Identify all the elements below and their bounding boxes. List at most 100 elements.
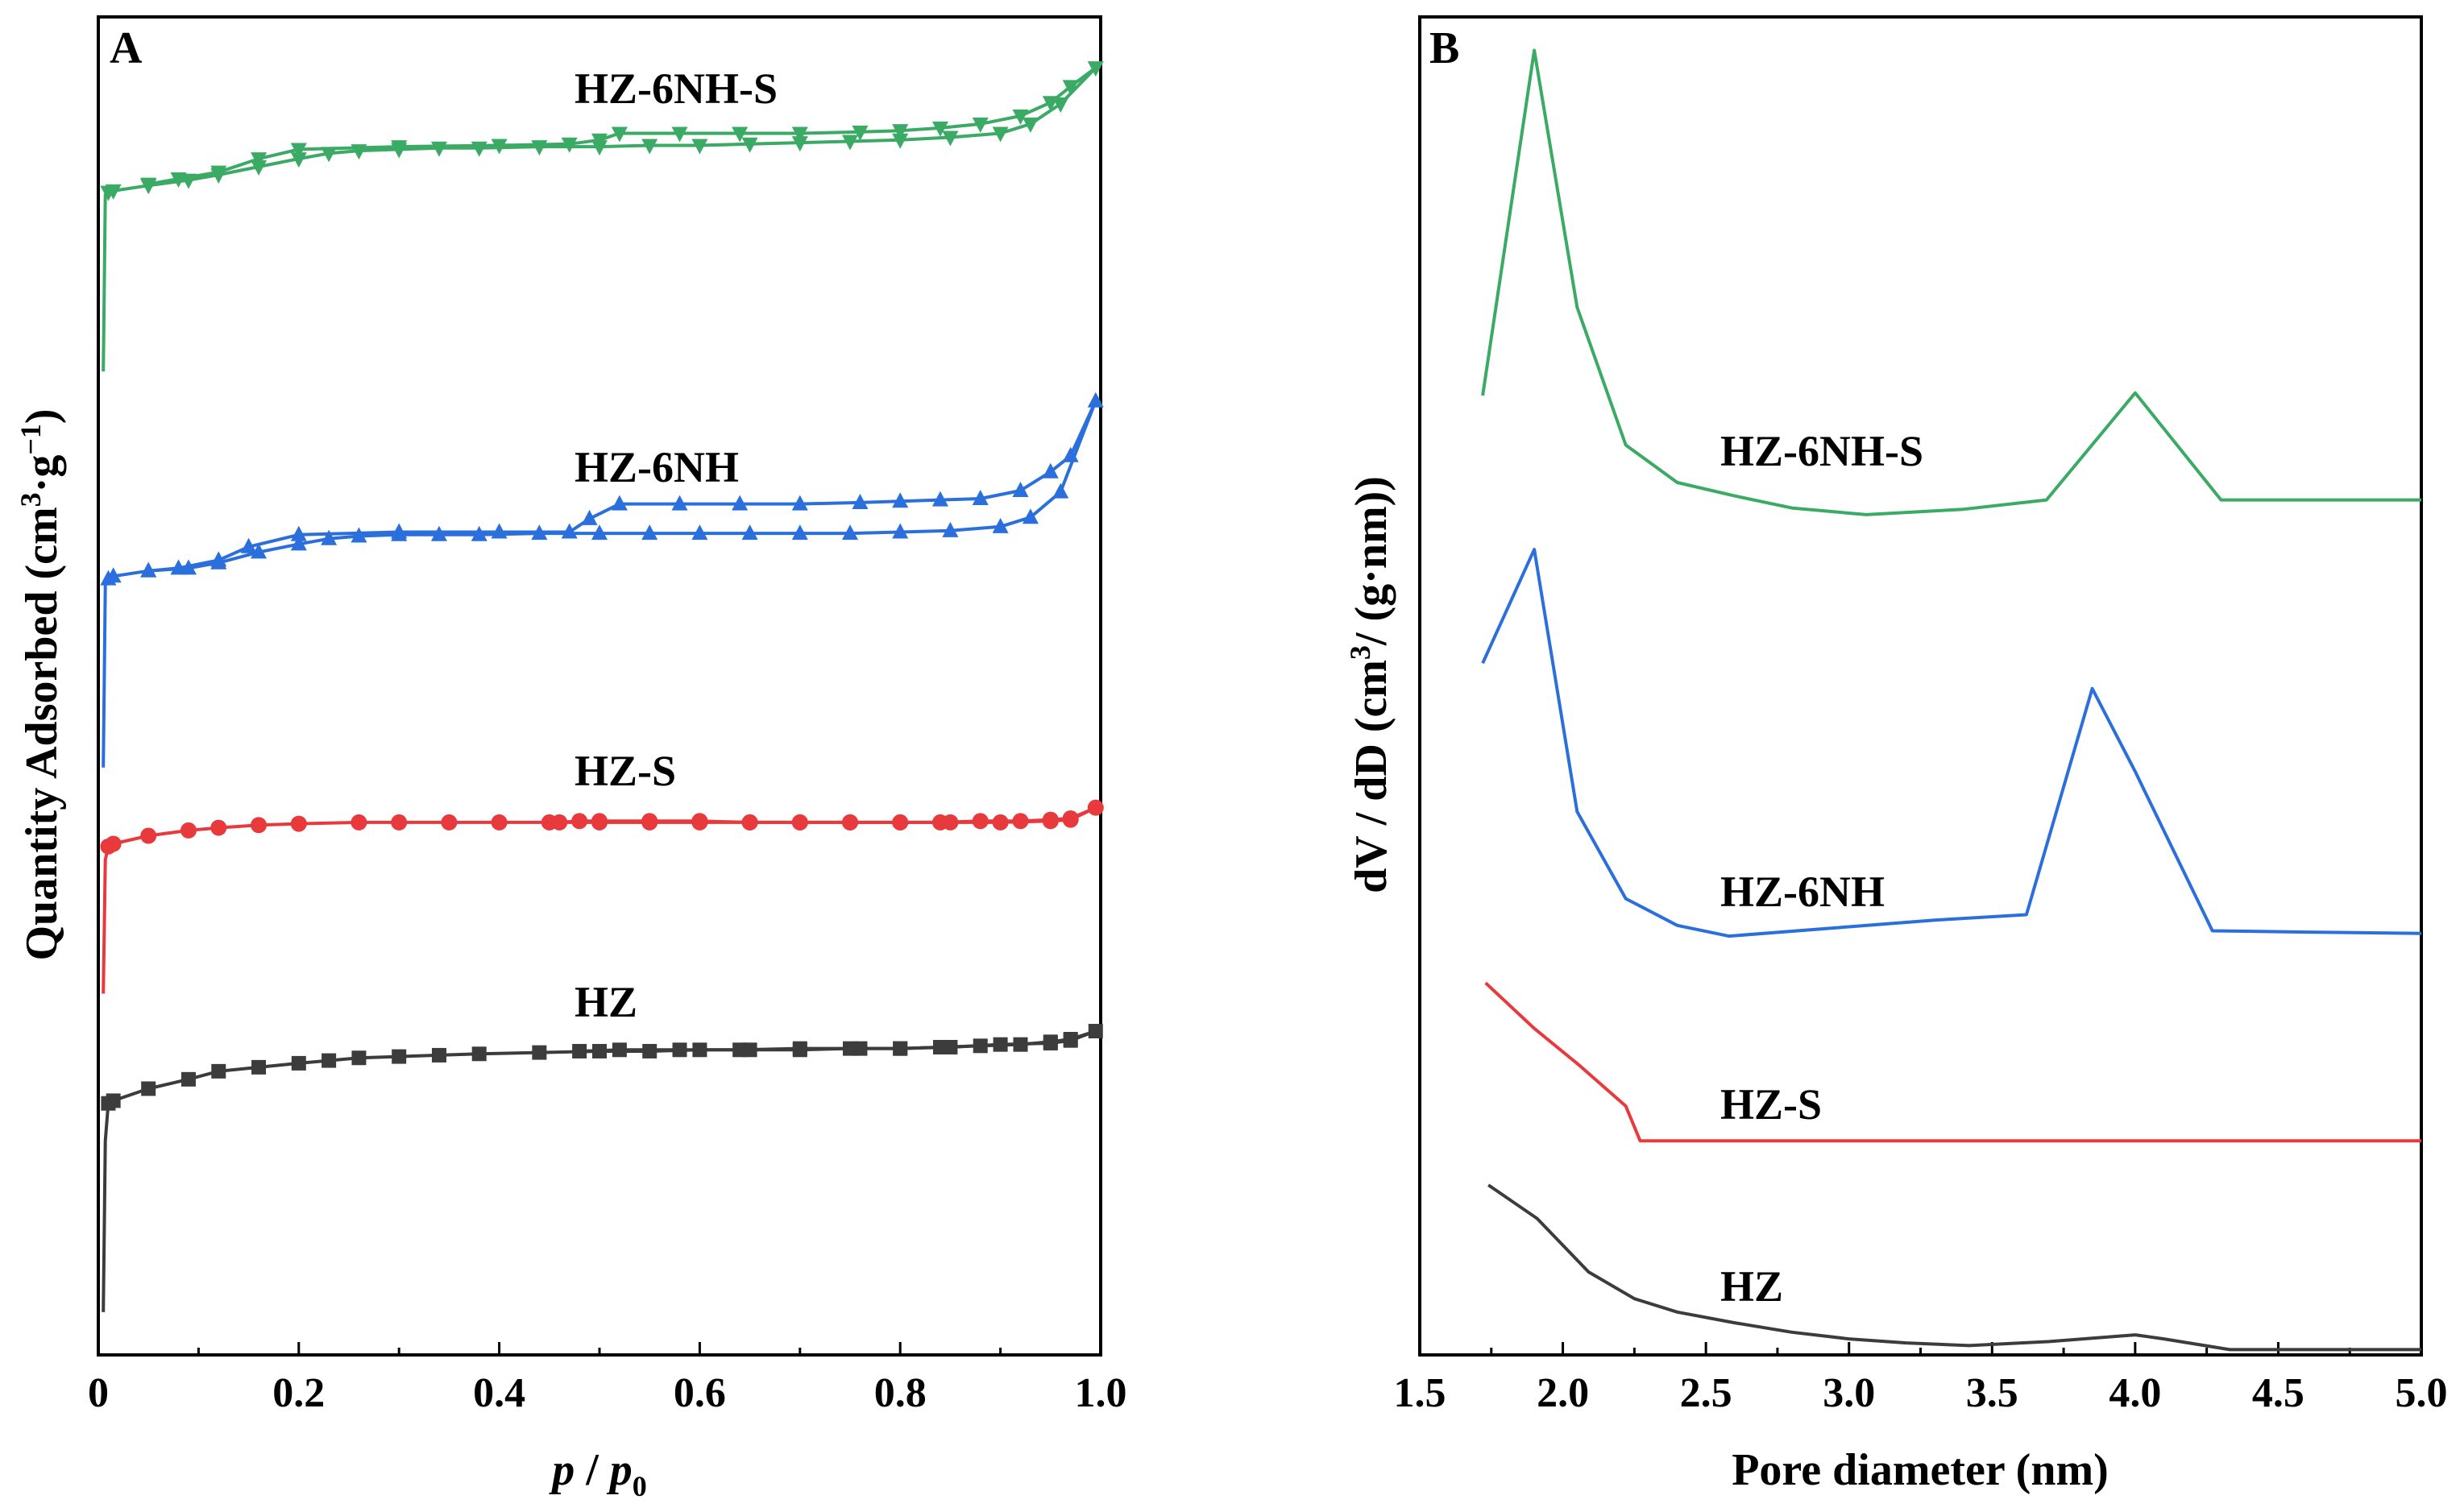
hz-6nh-s-adsorption-point	[992, 126, 1009, 143]
hz-s-adsorption-point	[180, 822, 197, 839]
hz-desorption-point	[932, 1039, 948, 1054]
panel-a-x-tick-label: 0.6	[674, 1370, 726, 1416]
hz-s-desorption-point	[1012, 813, 1029, 830]
hz-6nh-s-desorption-point	[931, 121, 948, 137]
hz-6nh-s-desorption-point	[591, 133, 608, 149]
hz-6nh-s-adsorption-point	[1052, 97, 1069, 113]
hz-adsorption-point	[180, 1071, 196, 1087]
hz-desorption-point	[1063, 1032, 1078, 1047]
hz-s-adsorption-point	[251, 817, 268, 834]
hz-6nh-adsorption-point	[251, 543, 268, 559]
hz-6nh-s-desorption-point	[611, 126, 628, 143]
series-hz	[101, 1024, 1103, 1312]
hz-desorption-point	[893, 1041, 908, 1056]
hz-6nh-adsorption-point	[591, 524, 608, 541]
hz-6nh-s-desorption-point	[732, 126, 749, 143]
hz-adsorption-point	[351, 1050, 367, 1066]
hz-6nh-s-adsorption-point	[290, 152, 307, 168]
hz-6nh-adsorption-point	[992, 517, 1009, 533]
hz-6nh-s-desorption-point	[1042, 96, 1059, 112]
hz-6nh-desorption-point	[852, 493, 869, 509]
series-hz-s	[100, 799, 1104, 994]
hz-6nh-desorption-point	[1042, 462, 1059, 478]
panel-a-x-ticks: 0 0.2 0.4 0.6 0.8 1.0	[88, 1342, 1127, 1416]
hz-adsorption-point	[322, 1053, 337, 1068]
hz-adsorption-point	[431, 1047, 446, 1063]
panel-b-label: B	[1429, 23, 1459, 73]
hz-6nh-desorption-point	[210, 551, 227, 567]
hz-desorption-point	[792, 1041, 807, 1056]
hz-6nh-adsorption-point	[1052, 483, 1069, 499]
hz-6nh-s-adsorption-point	[471, 141, 487, 157]
hz-6nh-s-adsorption-point	[691, 139, 708, 155]
hz-6nh-adsorption-point	[691, 524, 708, 541]
hz-6nh-s-adsorption-point	[741, 137, 758, 153]
hz-6nh-s-desorption-point	[251, 152, 268, 168]
panel-a-x-title-slash: /	[575, 1445, 610, 1495]
panel-b-x-tick-label: 1.5	[1394, 1370, 1446, 1416]
hz-adsorption-point	[141, 1081, 156, 1096]
panel-b-x-tick-label: 2.0	[1537, 1370, 1589, 1416]
panel-a-series	[100, 61, 1104, 1312]
hz-s-desorption-point	[791, 814, 808, 831]
panel-a-label: A	[110, 23, 143, 73]
hz-s-desorption-point	[972, 813, 989, 830]
panel-b-x-title: Pore diameter (nm)	[1732, 1445, 2109, 1495]
hz-s-adsorption-point	[441, 814, 458, 831]
hz-6nh-s-desorption-point	[491, 139, 508, 155]
hz-6nh-s-desorption-point	[1062, 80, 1079, 96]
hz-desorption-point	[572, 1043, 587, 1058]
hz-6nh-s-adsorption-point	[1022, 117, 1039, 133]
hz-6nh-desorption-point	[491, 523, 508, 539]
hz-6nh-adsorption-point	[791, 524, 808, 541]
panel-a-x-title-p: p	[549, 1445, 575, 1495]
hz-s-desorption-point	[1062, 810, 1079, 826]
hz-6nh-desorption-point	[1062, 446, 1079, 462]
hz-s-adsorption-point	[1087, 799, 1104, 816]
panel-a-y-title-main: Quantity Adsorbed	[17, 580, 67, 961]
hz-6nh-s-desorption-point	[290, 143, 307, 159]
panel-b: B 1.5 2.0 2.5 3.0 3.5 4.0 4.5 5.0 HZ-6NH-S HZ-6…	[1344, 15, 2448, 1495]
panel-a-y-title-unit-open: (cm	[17, 507, 67, 579]
panel-a-y-title-dot-g: ·g	[17, 455, 67, 493]
hz-adsorption-point	[692, 1042, 707, 1058]
panel-b-y-title-main: dV / dD (cm	[1346, 660, 1396, 893]
panel-a-frame	[97, 15, 1102, 1357]
panel-b-label-hz-6nh-s: HZ-6NH-S	[1720, 427, 1923, 475]
panel-b-x-tick-label: 5.0	[2396, 1370, 2448, 1416]
hz-6nh-desorption-point	[671, 495, 688, 511]
hz-6nh-adsorption-point	[471, 525, 487, 541]
hz-adsorption-point	[211, 1063, 226, 1079]
panel-a-y-title-sup3: 3	[15, 492, 47, 507]
hz-adsorption-point	[993, 1037, 1008, 1052]
series-hz-6nh	[100, 391, 1104, 768]
hz-6nh-adsorption-point	[892, 523, 909, 539]
hz-6nh-s-desorption-point	[561, 137, 578, 153]
panel-b-x-tick-label: 3.5	[1966, 1370, 2018, 1416]
panel-b-y-title: dV / dD (cm3/ (g·nm))	[1344, 476, 1396, 893]
panel-a-y-title: Quantity Adsorbed (cm3·g−1)	[15, 408, 67, 960]
panel-b-x-ticks: 1.5 2.0 2.5 3.0 3.5 4.0 4.5 5.0	[1394, 1342, 2448, 1416]
panel-a-x-tick-label: 0	[88, 1370, 109, 1416]
panel-a-x-tick-label: 0.8	[874, 1370, 927, 1416]
hz-6nh-desorption-point	[290, 525, 307, 541]
hz-desorption-point	[1013, 1037, 1028, 1052]
hz-6nh-s-desorption-point	[892, 124, 909, 140]
panel-b-frame	[1418, 15, 2423, 1357]
hz-s-adsorption-point	[391, 814, 408, 831]
hz-6nh-s-desorption-point	[391, 140, 408, 156]
hz-desorption-point	[1043, 1034, 1058, 1050]
hz-6nh-desorption-point	[611, 495, 628, 511]
hz-6nh-s-adsorption-point	[430, 141, 447, 157]
psd-line-hz	[1487, 1183, 2421, 1352]
hz-6nh-s-desorption-point	[972, 117, 989, 133]
panel-b-y-title-rest: / (g·nm))	[1346, 476, 1396, 646]
hz-s-desorption-point	[892, 814, 909, 831]
hz-6nh-adsorption-point	[842, 524, 858, 541]
hz-6nh-desorption-point	[732, 495, 749, 511]
panel-a-x-tick-label: 0.2	[272, 1370, 325, 1416]
hz-adsorption-point	[1088, 1024, 1103, 1039]
hz-6nh-s-adsorption-point	[1087, 61, 1104, 77]
hz-6nh-adsorption-point	[1087, 391, 1104, 408]
series-hz-6nh-s	[100, 61, 1104, 372]
